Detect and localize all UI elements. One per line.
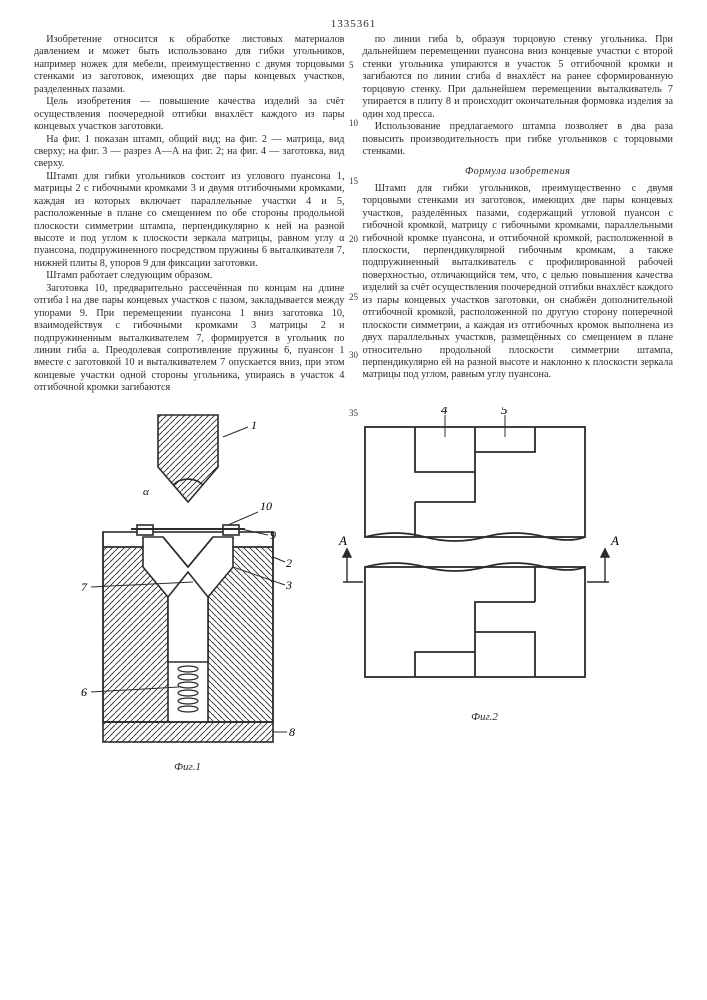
right-column: по линии гиба b, образуя торцовую стенку… [363,34,674,395]
fig2-svg: 4 5 A A [335,407,635,707]
para: Изобретение относится к обработке листов… [34,34,345,96]
label-2: 2 [286,556,292,570]
fig1-caption: Фиг.1 [73,761,303,773]
label-6: 6 [81,685,87,699]
label-7: 7 [81,580,88,594]
para: Штамп работает следующим образом. [34,270,345,282]
label-10: 10 [260,499,272,513]
fig2-caption: Фиг.2 [335,711,635,723]
section-A-right: A [610,533,619,548]
label-1: 1 [251,418,257,432]
lineno: 5 [349,60,358,70]
formula-title: Формула изобретения [363,166,674,178]
lineno: 15 [349,176,358,186]
label-5: 5 [501,407,508,417]
left-column: Изобретение относится к обработке листов… [34,34,345,395]
label-4: 4 [441,407,448,417]
lineno: 30 [349,350,358,360]
lineno: 10 [349,118,358,128]
lineno: 20 [349,234,358,244]
figure-2: 4 5 A A Фиг.2 [335,407,635,723]
para: Цель изобретения — повышение качества из… [34,96,345,133]
para: по линии гиба b, образуя торцовую стенку… [363,34,674,121]
para: Заготовка 10, предварительно рассечённая… [34,283,345,395]
para: Использование предлагаемого штампа позво… [363,121,674,158]
para: Штамп для гибки угольников состоит из уг… [34,171,345,271]
figure-1: α 1 10 [73,407,303,773]
para: Штамп для гибки угольников, преимуществе… [363,183,674,382]
fig1-svg: α 1 10 [73,407,303,757]
alpha-label: α [143,486,149,498]
label-8: 8 [289,725,295,739]
section-A-left: A [338,533,347,548]
para: На фиг. 1 показан штамп, общий вид; на ф… [34,134,345,171]
label-3: 3 [285,578,292,592]
line-numbers: 5 10 15 20 25 30 35 [349,60,358,418]
label-9: 9 [270,528,276,542]
lineno: 25 [349,292,358,302]
lineno: 35 [349,408,358,418]
patent-number: 1335361 [34,18,673,30]
figures-row: α 1 10 [34,407,673,773]
